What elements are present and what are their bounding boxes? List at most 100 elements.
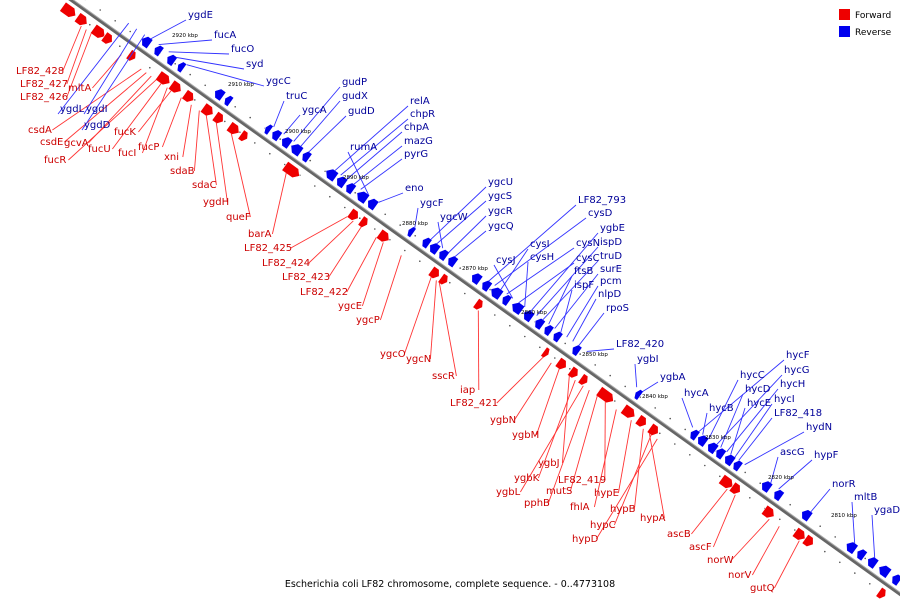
forward-gene-label: ygcE (338, 301, 362, 312)
reverse-gene-label: truC (286, 91, 307, 102)
leader-line (731, 518, 770, 561)
forward-gene-label: LF82_425 (244, 243, 292, 254)
leader-line (429, 280, 437, 360)
leader-line (52, 68, 142, 131)
minor-tick (194, 99, 196, 101)
forward-gene-label: csdA (28, 125, 52, 136)
forward-gene-feature (717, 473, 734, 489)
reverse-gene-label: surE (600, 264, 622, 275)
forward-gene-feature (595, 385, 614, 404)
reverse-gene-label: hycC (740, 370, 765, 381)
leader-line (112, 83, 162, 150)
leader-line (168, 51, 230, 55)
legend-reverse-swatch (839, 26, 850, 37)
leader-line (308, 220, 354, 264)
leader-line (353, 145, 403, 185)
reverse-gene-feature (543, 324, 555, 337)
forward-gene-label: fucU (88, 144, 111, 155)
leader-line (360, 158, 403, 190)
reverse-gene-label: syd (246, 59, 263, 70)
minor-tick (684, 428, 686, 431)
leader-line (500, 248, 529, 291)
leader-line (536, 246, 599, 316)
leader-line (586, 348, 615, 352)
leader-line (524, 261, 529, 308)
forward-gene-label: csdE (40, 137, 63, 148)
minor-tick (189, 73, 191, 76)
forward-gene-feature (427, 265, 440, 279)
leader-line (64, 72, 147, 143)
map-caption: Escherichia coli LF82 chromosome, comple… (285, 579, 615, 590)
leader-line (68, 79, 157, 161)
minor-tick (624, 385, 626, 388)
minor-tick (704, 464, 706, 467)
reverse-gene-label: ygcC (266, 76, 291, 87)
leader-line (774, 540, 800, 589)
leader-line (720, 393, 744, 448)
reverse-gene-label: pyrG (404, 149, 428, 160)
minor-tick (824, 550, 826, 553)
backbone-line (68, 0, 900, 597)
forward-gene-feature (154, 70, 171, 86)
leader-line (738, 417, 773, 461)
reverse-gene-label: hypF (814, 450, 839, 461)
minor-tick (594, 364, 596, 366)
leader-line (493, 264, 514, 299)
reverse-gene-label: cysD (588, 208, 613, 219)
reverse-gene-feature (406, 226, 417, 239)
leader-line (752, 526, 780, 576)
leader-line (438, 282, 457, 377)
forward-gene-feature (554, 356, 567, 370)
leader-line (379, 255, 402, 321)
leader-line (193, 110, 200, 172)
reverse-gene-label: hycA (684, 388, 709, 399)
reverse-gene-feature (846, 541, 859, 555)
forward-gene-label: sscR (432, 371, 455, 382)
reverse-gene-feature (501, 294, 513, 307)
forward-gene-feature (167, 79, 182, 94)
reverse-gene-label: hycB (709, 403, 734, 414)
forward-gene-feature (59, 1, 77, 18)
forward-gene-feature (225, 121, 240, 135)
reverse-gene-feature (153, 44, 165, 58)
tick-label: 2900 kbp (285, 129, 311, 135)
reverse-gene-label: ygdI (86, 104, 108, 115)
leader-line (346, 131, 403, 180)
minor-tick (854, 572, 856, 574)
minor-tick (279, 138, 282, 140)
tick-label: 2850 kbp (582, 352, 608, 358)
leader-line (744, 431, 805, 466)
forward-gene-feature (619, 403, 636, 419)
reverse-gene-label: rumA (350, 142, 377, 153)
forward-gene-label: iap (460, 385, 475, 396)
forward-gene-label: hypA (640, 513, 666, 524)
forward-gene-label: ygbL (496, 487, 521, 498)
reverse-gene-feature (271, 129, 284, 143)
minor-tick (464, 292, 466, 295)
minor-tick (99, 9, 101, 11)
forward-gene-label: LF82_419 (558, 475, 606, 486)
label-leader-lines (52, 19, 876, 589)
leader-line (530, 232, 599, 312)
leader-line (566, 285, 599, 338)
reverse-gene-feature (214, 88, 227, 102)
reverse-gene-label: chpA (404, 122, 429, 133)
forward-gene-label: LF82_428 (16, 66, 64, 77)
reverse-gene-label: ygbA (660, 372, 686, 383)
minor-tick (354, 192, 357, 194)
leader-line (488, 204, 577, 282)
leader-line (535, 368, 560, 436)
tick-label: 2890 kbp (343, 175, 369, 181)
reverse-gene-feature (367, 198, 380, 212)
forward-gene-feature (237, 129, 249, 142)
reverse-gene-feature (281, 136, 294, 150)
forward-gene-label: LF82_424 (262, 258, 310, 269)
reverse-gene-label: mltB (854, 492, 877, 503)
leader-line (308, 115, 347, 153)
leader-line (716, 374, 783, 445)
forward-gene-label: ygcO (380, 349, 406, 360)
minor-tick (869, 583, 871, 585)
leader-line (734, 403, 773, 458)
minor-tick (414, 235, 417, 237)
minor-tick (239, 131, 241, 133)
